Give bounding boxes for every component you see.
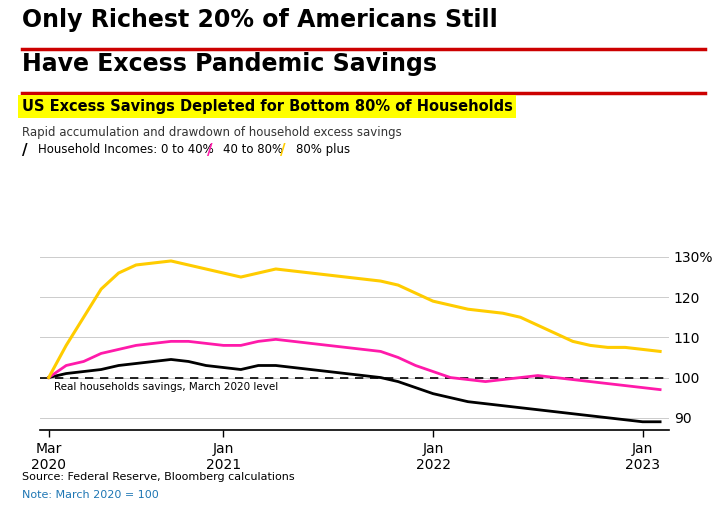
Text: US Excess Savings Depleted for Bottom 80% of Households: US Excess Savings Depleted for Bottom 80… — [22, 99, 513, 114]
Text: /: / — [22, 143, 28, 158]
Text: Note: March 2020 = 100: Note: March 2020 = 100 — [22, 490, 158, 500]
Text: /: / — [280, 143, 286, 158]
Text: Only Richest 20% of Americans Still: Only Richest 20% of Americans Still — [22, 8, 497, 32]
Text: Have Excess Pandemic Savings: Have Excess Pandemic Savings — [22, 52, 437, 76]
Text: 40 to 80%: 40 to 80% — [223, 143, 284, 156]
Text: 80% plus: 80% plus — [296, 143, 350, 156]
Text: Household Incomes: 0 to 40%: Household Incomes: 0 to 40% — [38, 143, 214, 156]
Text: Rapid accumulation and drawdown of household excess savings: Rapid accumulation and drawdown of house… — [22, 126, 401, 139]
Text: Real households savings, March 2020 level: Real households savings, March 2020 leve… — [54, 382, 278, 392]
Text: /: / — [207, 143, 213, 158]
Text: Source: Federal Reserve, Bloomberg calculations: Source: Federal Reserve, Bloomberg calcu… — [22, 472, 294, 481]
